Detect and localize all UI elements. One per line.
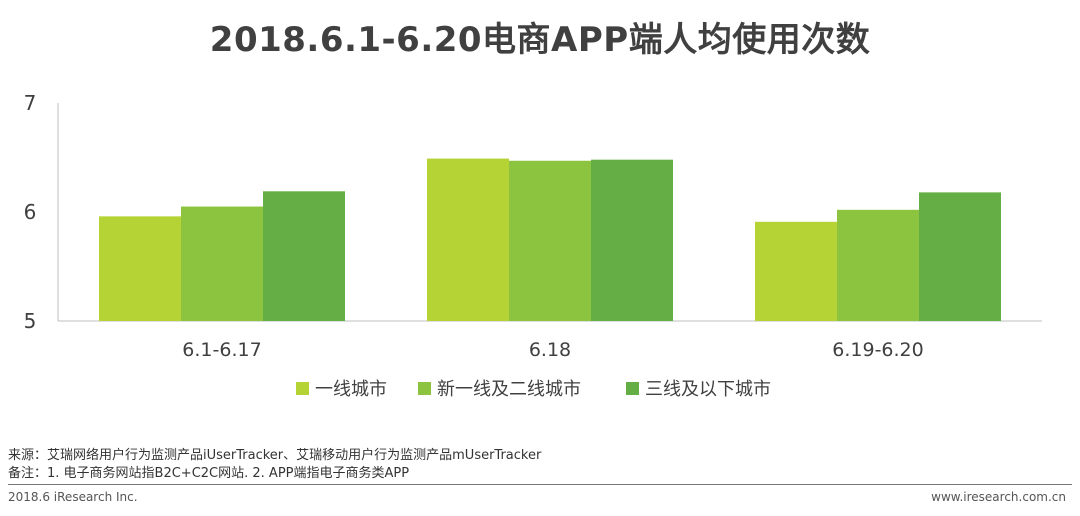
y-tick-label: 6 [24,200,37,224]
bar-3-3 [919,192,1001,321]
y-axis-ticks: 5 6 7 [24,91,37,333]
bar-3-2 [591,159,673,321]
x-category-label: 6.1-6.17 [182,339,261,361]
y-tick-label: 7 [24,91,37,115]
legend-swatch [626,382,639,395]
x-category-label: 6.18 [529,339,571,361]
website-url: www.iresearch.com.cn [931,490,1066,504]
legend-swatch [418,382,431,395]
bar-1-1 [99,216,181,321]
bar-2-3 [837,209,919,321]
chart-bars [99,158,1001,321]
legend-label: 新一线及二线城市 [437,379,581,400]
footer-divider [8,484,1072,485]
source-note: 来源：艾瑞网络用户行为监测产品iUserTracker、艾瑞移动用户行为监测产品… [8,448,542,463]
bar-2-2 [509,160,591,321]
x-axis-categories: 6.1-6.17 6.18 6.19-6.20 [182,339,923,361]
bar-1-3 [755,221,837,321]
copyright-text: 2018.6 iResearch Inc. [8,490,138,504]
legend-label: 三线及以下城市 [645,379,771,400]
bar-1-2 [427,158,509,321]
bar-3-1 [263,191,345,321]
remark-note: 备注：1. 电子商务网站指B2C+C2C网站. 2. APP端指电子商务类APP [8,466,410,481]
chart-legend: 一线城市 新一线及二线城市 三线及以下城市 [296,379,771,400]
chart-title: 2018.6.1-6.20电商APP端人均使用次数 [209,20,871,60]
bar-2-1 [181,206,263,321]
legend-label: 一线城市 [315,379,387,400]
bar-chart: 5 6 7 6.1-6.17 6.18 6.19-6.20 一线城市 新一线及二线城市 三线… [24,91,1042,400]
x-category-label: 6.19-6.20 [832,339,923,361]
legend-swatch [296,382,309,395]
y-tick-label: 5 [24,309,37,333]
